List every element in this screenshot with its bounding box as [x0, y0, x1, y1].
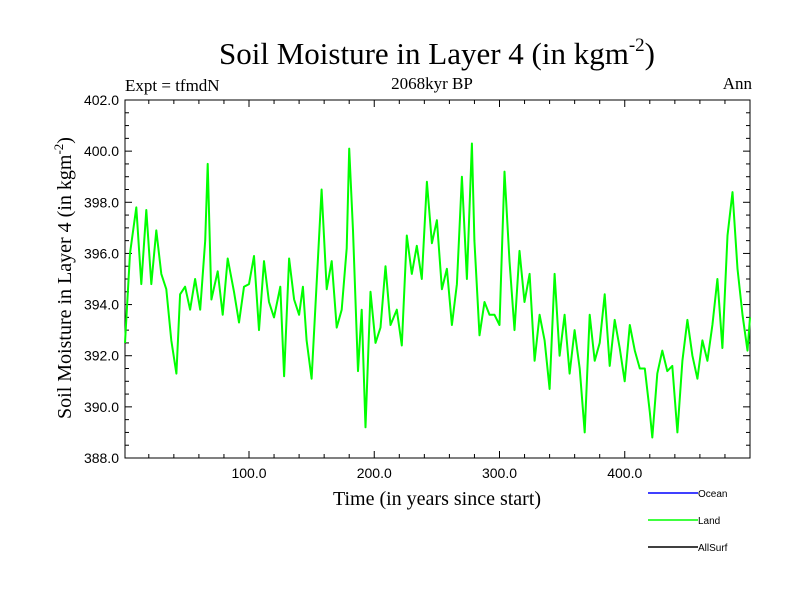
chart-subtitle: 2068kyr BP [391, 74, 473, 93]
legend-label-allsurf: AllSurf [698, 543, 728, 554]
y-axis-label-main: Soil Moisture in Layer 4 (in kgm [54, 154, 76, 419]
y-tick-label: 400.0 [84, 143, 119, 159]
chart-title: Soil Moisture in Layer 4 (in kgm-2) [219, 35, 655, 71]
series-line-land [124, 142, 751, 439]
y-axis-label: Soil Moisture in Layer 4 (in kgm-2) [51, 137, 76, 419]
y-tick-label: 392.0 [84, 348, 119, 364]
chart-title-main: Soil Moisture in Layer 4 (in kgm [219, 36, 629, 71]
y-tick-label: 388.0 [84, 450, 119, 466]
y-tick-label: 398.0 [84, 194, 119, 210]
y-axis-label-close: ) [54, 137, 76, 144]
axis-ticks: 388.0 390.0 392.0 394.0 396.0 398.0 400.0 402.0… [84, 92, 750, 481]
y-tick-label: 396.0 [84, 245, 119, 261]
experiment-label: Expt = tfmdN [125, 76, 220, 95]
y-tick-label: 390.0 [84, 399, 119, 415]
chart-title-sup: -2 [629, 35, 645, 56]
legend-label-land: Land [698, 516, 720, 527]
season-label: Ann [723, 74, 753, 93]
chart-title-close: ) [645, 36, 655, 71]
y-tick-label: 402.0 [84, 92, 119, 108]
y-axis-label-sup: -2 [51, 144, 66, 155]
x-axis-label: Time (in years since start) [333, 488, 541, 510]
x-tick-label: 200.0 [357, 465, 392, 481]
legend-label-ocean: Ocean [698, 489, 727, 500]
legend: Ocean Land AllSurf [648, 489, 728, 554]
x-tick-label: 300.0 [482, 465, 517, 481]
y-tick-label: 394.0 [84, 297, 119, 313]
series-group [124, 142, 751, 439]
x-tick-label: 400.0 [607, 465, 642, 481]
x-tick-label: 100.0 [231, 465, 266, 481]
